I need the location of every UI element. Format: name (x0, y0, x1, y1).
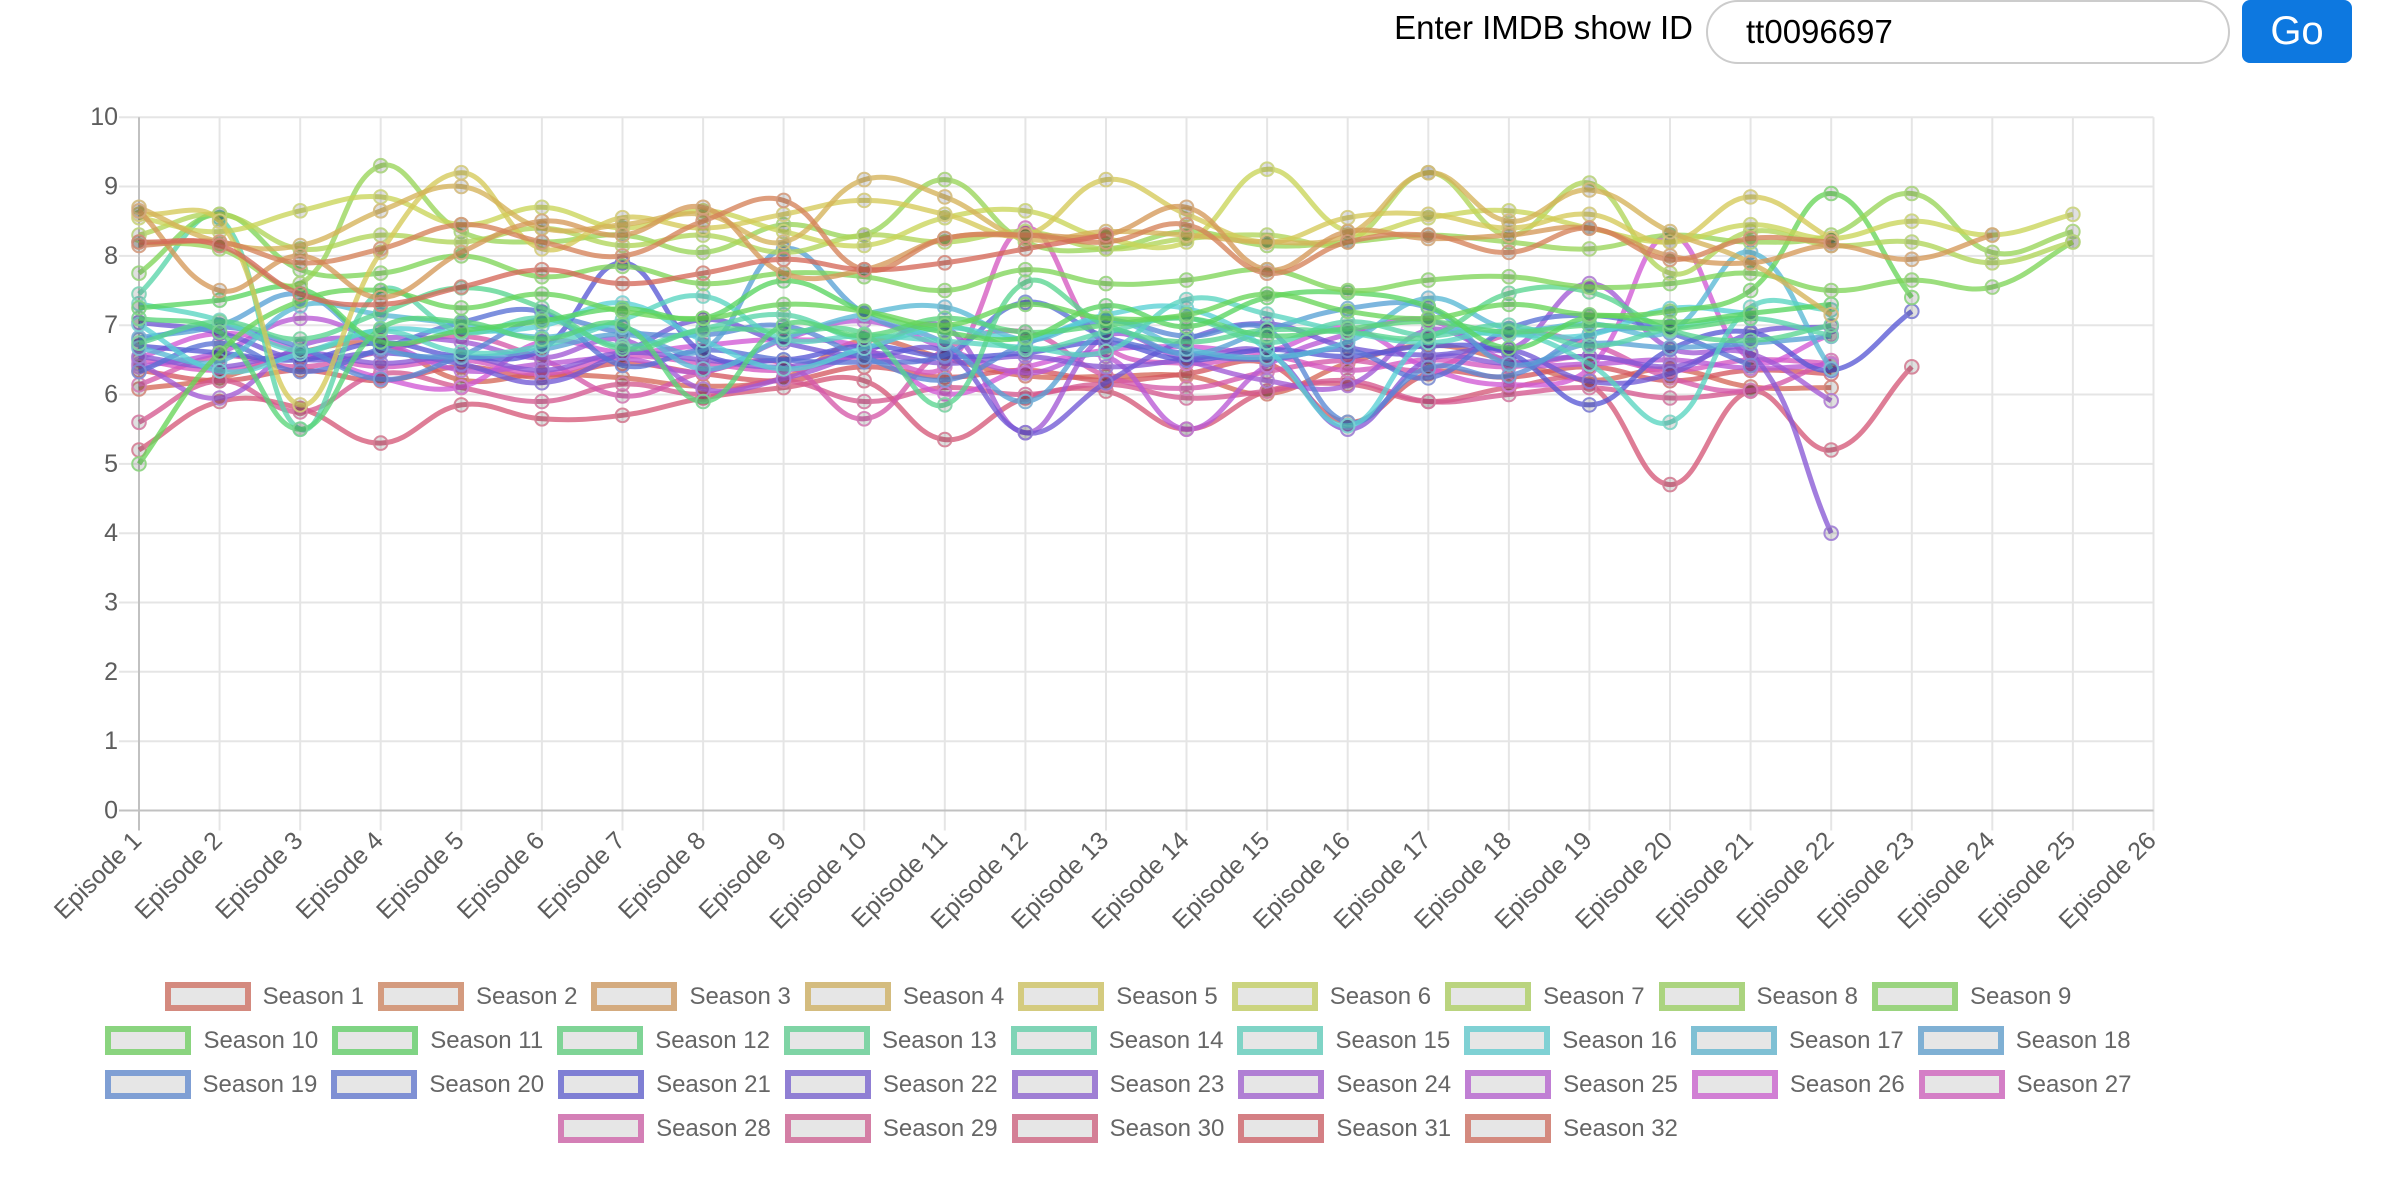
svg-text:0: 0 (104, 797, 118, 825)
svg-text:3: 3 (104, 589, 118, 617)
svg-text:Episode 4: Episode 4 (291, 826, 389, 924)
svg-text:Episode 6: Episode 6 (452, 826, 550, 924)
svg-text:Episode 7: Episode 7 (532, 826, 630, 924)
svg-text:5: 5 (104, 450, 118, 478)
svg-text:Episode 1: Episode 1 (49, 826, 147, 924)
svg-text:1: 1 (104, 727, 118, 755)
svg-text:Episode 5: Episode 5 (371, 826, 469, 924)
svg-text:4: 4 (104, 519, 118, 547)
svg-text:10: 10 (90, 103, 118, 131)
svg-text:2: 2 (104, 658, 118, 686)
svg-text:9: 9 (104, 173, 118, 201)
svg-text:6: 6 (104, 381, 118, 409)
svg-text:Episode 8: Episode 8 (613, 826, 711, 924)
svg-text:8: 8 (104, 242, 118, 270)
svg-text:Episode 2: Episode 2 (129, 826, 227, 924)
svg-text:7: 7 (104, 311, 118, 339)
svg-text:Episode 3: Episode 3 (210, 826, 308, 924)
